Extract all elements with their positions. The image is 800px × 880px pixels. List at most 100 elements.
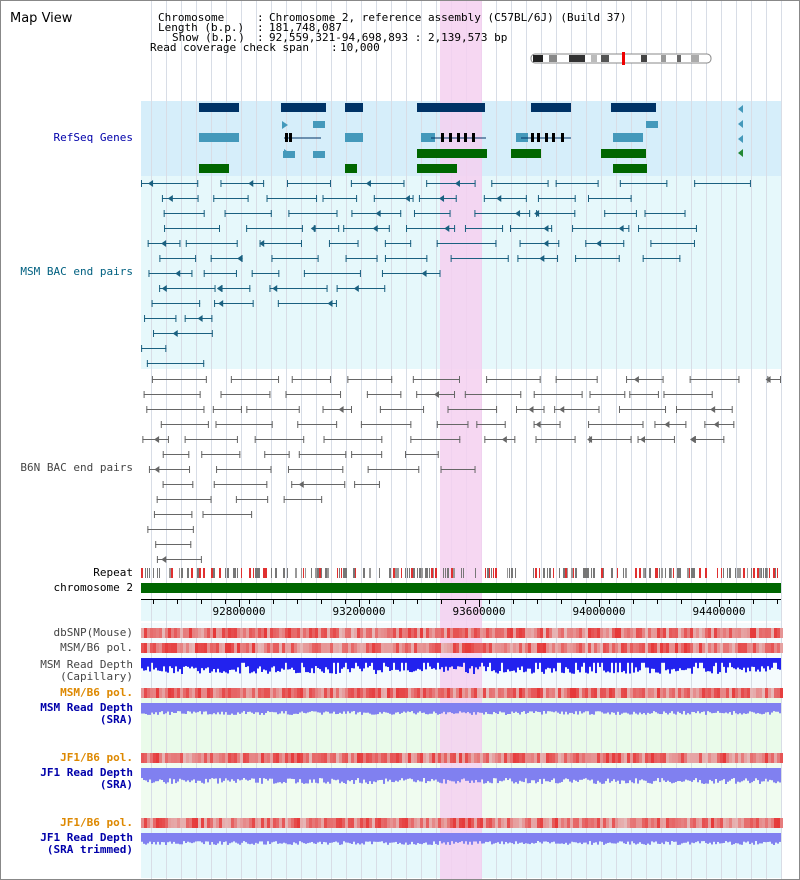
heat-cell bbox=[360, 688, 363, 698]
repeat-mark bbox=[237, 568, 238, 578]
heat-cell bbox=[423, 818, 426, 828]
depth-bar bbox=[391, 768, 393, 782]
heat-cell bbox=[153, 643, 156, 653]
heat-cell bbox=[525, 818, 528, 828]
depth-bar bbox=[187, 833, 189, 842]
colon: : bbox=[257, 11, 264, 24]
heat-cell bbox=[384, 753, 387, 763]
depth-bar bbox=[559, 703, 561, 714]
jf1-b6-pol-trimmed-label[interactable]: JF1/B6 pol. bbox=[60, 816, 133, 829]
depth-bar bbox=[179, 658, 181, 670]
heat-cell bbox=[240, 753, 243, 763]
repeat-mark bbox=[515, 568, 516, 578]
heat-cell bbox=[390, 753, 393, 763]
depth-bar bbox=[183, 833, 185, 842]
heat-cell bbox=[408, 688, 411, 698]
strand-arrow bbox=[587, 436, 593, 443]
depth-bar bbox=[329, 703, 331, 714]
depth-bar bbox=[321, 768, 323, 779]
heat-cell bbox=[354, 753, 357, 763]
depth-bar bbox=[591, 658, 593, 672]
depth-bar bbox=[745, 703, 747, 714]
depth-bar bbox=[519, 703, 521, 715]
depth-bar bbox=[241, 703, 243, 713]
heat-cell bbox=[663, 818, 666, 828]
heat-cell bbox=[585, 688, 588, 698]
depth-bar bbox=[697, 833, 699, 842]
heat-cell bbox=[297, 753, 300, 763]
depth-bar bbox=[347, 703, 349, 712]
msm-bac-end-pairs-label[interactable]: MSM BAC end pairs bbox=[20, 265, 133, 278]
jf1-read-depth-sra-label[interactable]: JF1 Read Depth (SRA) bbox=[40, 767, 133, 791]
heat-cell bbox=[288, 818, 291, 828]
depth-bar bbox=[417, 658, 419, 669]
heat-cell bbox=[723, 753, 726, 763]
depth-bar bbox=[407, 833, 409, 845]
depth-bar bbox=[161, 703, 163, 712]
jf1-b6-pol-label[interactable]: JF1/B6 pol. bbox=[60, 751, 133, 764]
depth-bar bbox=[573, 658, 575, 674]
depth-bar bbox=[767, 833, 769, 842]
depth-bar bbox=[421, 658, 423, 672]
msm-b6-pol-label[interactable]: MSM/B6 pol. bbox=[60, 641, 133, 654]
depth-bar bbox=[325, 833, 327, 843]
heat-cell bbox=[642, 753, 645, 763]
heat-cell bbox=[321, 753, 324, 763]
refseq-genes-label[interactable]: RefSeq Genes bbox=[53, 131, 133, 144]
depth-bar bbox=[567, 768, 569, 780]
gene-exon bbox=[449, 133, 452, 142]
msm-read-depth-sra-label[interactable]: MSM Read Depth (SRA) bbox=[40, 702, 133, 726]
heat-cell bbox=[537, 688, 540, 698]
depth-bar bbox=[553, 658, 555, 669]
depth-bar bbox=[353, 658, 355, 669]
depth-bar bbox=[285, 658, 287, 663]
depth-bar bbox=[571, 768, 573, 783]
depth-bar bbox=[351, 658, 353, 669]
depth-bar bbox=[357, 768, 359, 779]
depth-bar bbox=[285, 833, 287, 844]
heat-cell bbox=[756, 753, 759, 763]
depth-bar bbox=[553, 703, 555, 713]
heat-cell bbox=[390, 818, 393, 828]
heat-cell bbox=[147, 753, 150, 763]
heat-cell bbox=[303, 753, 306, 763]
heat-cell bbox=[378, 628, 381, 638]
repeat-mark bbox=[657, 568, 658, 578]
msm-b6-pol-sra-label[interactable]: MSM/B6 pol. bbox=[60, 686, 133, 699]
heat-cell bbox=[351, 628, 354, 638]
jf1-read-depth-trimmed-label[interactable]: JF1 Read Depth (SRA trimmed) bbox=[40, 832, 133, 856]
repeat-mark bbox=[743, 568, 745, 578]
heat-cell bbox=[174, 818, 177, 828]
depth-bar bbox=[317, 833, 319, 843]
depth-bar bbox=[541, 703, 543, 715]
depth-bar bbox=[251, 658, 253, 673]
heat-cell bbox=[729, 688, 732, 698]
msm-read-depth-capillary-label[interactable]: MSM Read Depth (Capillary) bbox=[40, 659, 133, 683]
heat-cell bbox=[453, 688, 456, 698]
heat-cell bbox=[648, 628, 651, 638]
depth-bar bbox=[707, 768, 709, 784]
depth-bar bbox=[329, 658, 331, 674]
repeat-mark bbox=[255, 568, 257, 578]
chromosome-key: Chromosome bbox=[158, 11, 225, 24]
repeat-label[interactable]: Repeat bbox=[93, 566, 133, 579]
b6n-bac-end-pairs-label[interactable]: B6N BAC end pairs bbox=[20, 461, 133, 474]
heat-cell bbox=[534, 818, 537, 828]
depth-bar bbox=[341, 703, 343, 714]
heat-cell bbox=[516, 818, 519, 828]
dbsnp-mouse-label[interactable]: dbSNP(Mouse) bbox=[53, 626, 133, 639]
ideogram-band bbox=[569, 55, 585, 62]
heat-cell bbox=[567, 688, 570, 698]
depth-bar bbox=[361, 768, 363, 784]
depth-bar bbox=[595, 703, 597, 712]
depth-bar bbox=[271, 833, 273, 843]
strand-arrow bbox=[172, 330, 178, 337]
depth-bar bbox=[565, 703, 567, 712]
repeat-mark bbox=[181, 568, 183, 578]
heat-cell bbox=[288, 753, 291, 763]
depth-bar bbox=[527, 658, 529, 669]
repeat-mark bbox=[591, 568, 592, 578]
depth-bar bbox=[499, 768, 501, 781]
heat-cell bbox=[639, 688, 642, 698]
